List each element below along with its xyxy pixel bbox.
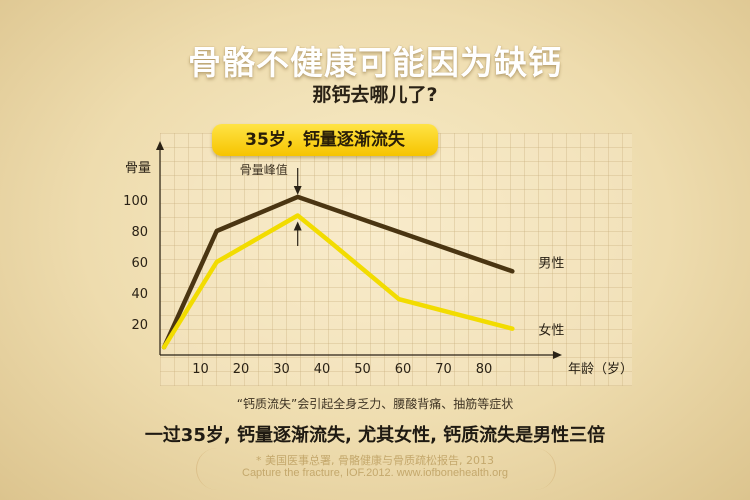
y-tick-label: 60 bbox=[131, 256, 148, 271]
summary-text: 一过35岁, 钙量逐渐流失, 尤其女性, 钙质流失是男性三倍 bbox=[144, 425, 606, 446]
x-tick-label: 60 bbox=[395, 362, 412, 377]
series-label-male: 男性 bbox=[538, 256, 564, 271]
page-title: 骨骼不健康可能因为缺钙 bbox=[188, 43, 562, 82]
series-line-female bbox=[161, 213, 515, 350]
x-axis-label: 年龄（岁） bbox=[568, 362, 633, 377]
x-tick-label: 10 bbox=[192, 362, 209, 377]
series-line-male bbox=[161, 194, 515, 350]
callout-badge: 35岁，钙量逐渐流失 bbox=[212, 124, 438, 156]
y-axis-label: 骨量 bbox=[125, 161, 151, 176]
series-label-female: 女性 bbox=[538, 323, 564, 339]
chart-grid-background bbox=[160, 133, 632, 386]
y-tick-label: 20 bbox=[131, 318, 148, 333]
x-tick-label: 80 bbox=[476, 362, 493, 377]
y-tick-label: 40 bbox=[131, 287, 148, 302]
x-tick-label: 20 bbox=[233, 362, 250, 377]
page-subtitle: 那钙去哪儿了? bbox=[312, 84, 438, 106]
source-citation-en: Capture the fracture, IOF.2012. www.iofb… bbox=[242, 467, 508, 479]
x-tick-label: 30 bbox=[273, 362, 290, 377]
source-citation-cn: * 美国医事总署, 骨骼健康与骨质疏松报告, 2013 bbox=[256, 454, 494, 467]
chart-caption: “钙质流失”会引起全身乏力、腰酸背痛、抽筋等症状 bbox=[236, 397, 514, 411]
x-tick-label: 70 bbox=[435, 362, 452, 377]
y-tick-label: 80 bbox=[131, 225, 148, 240]
x-tick-label: 40 bbox=[314, 362, 331, 377]
peak-annotation-label: 骨量峰值 bbox=[240, 162, 288, 177]
source-bracket bbox=[196, 448, 556, 490]
x-tick-label: 50 bbox=[354, 362, 371, 377]
y-tick-label: 100 bbox=[123, 194, 148, 209]
